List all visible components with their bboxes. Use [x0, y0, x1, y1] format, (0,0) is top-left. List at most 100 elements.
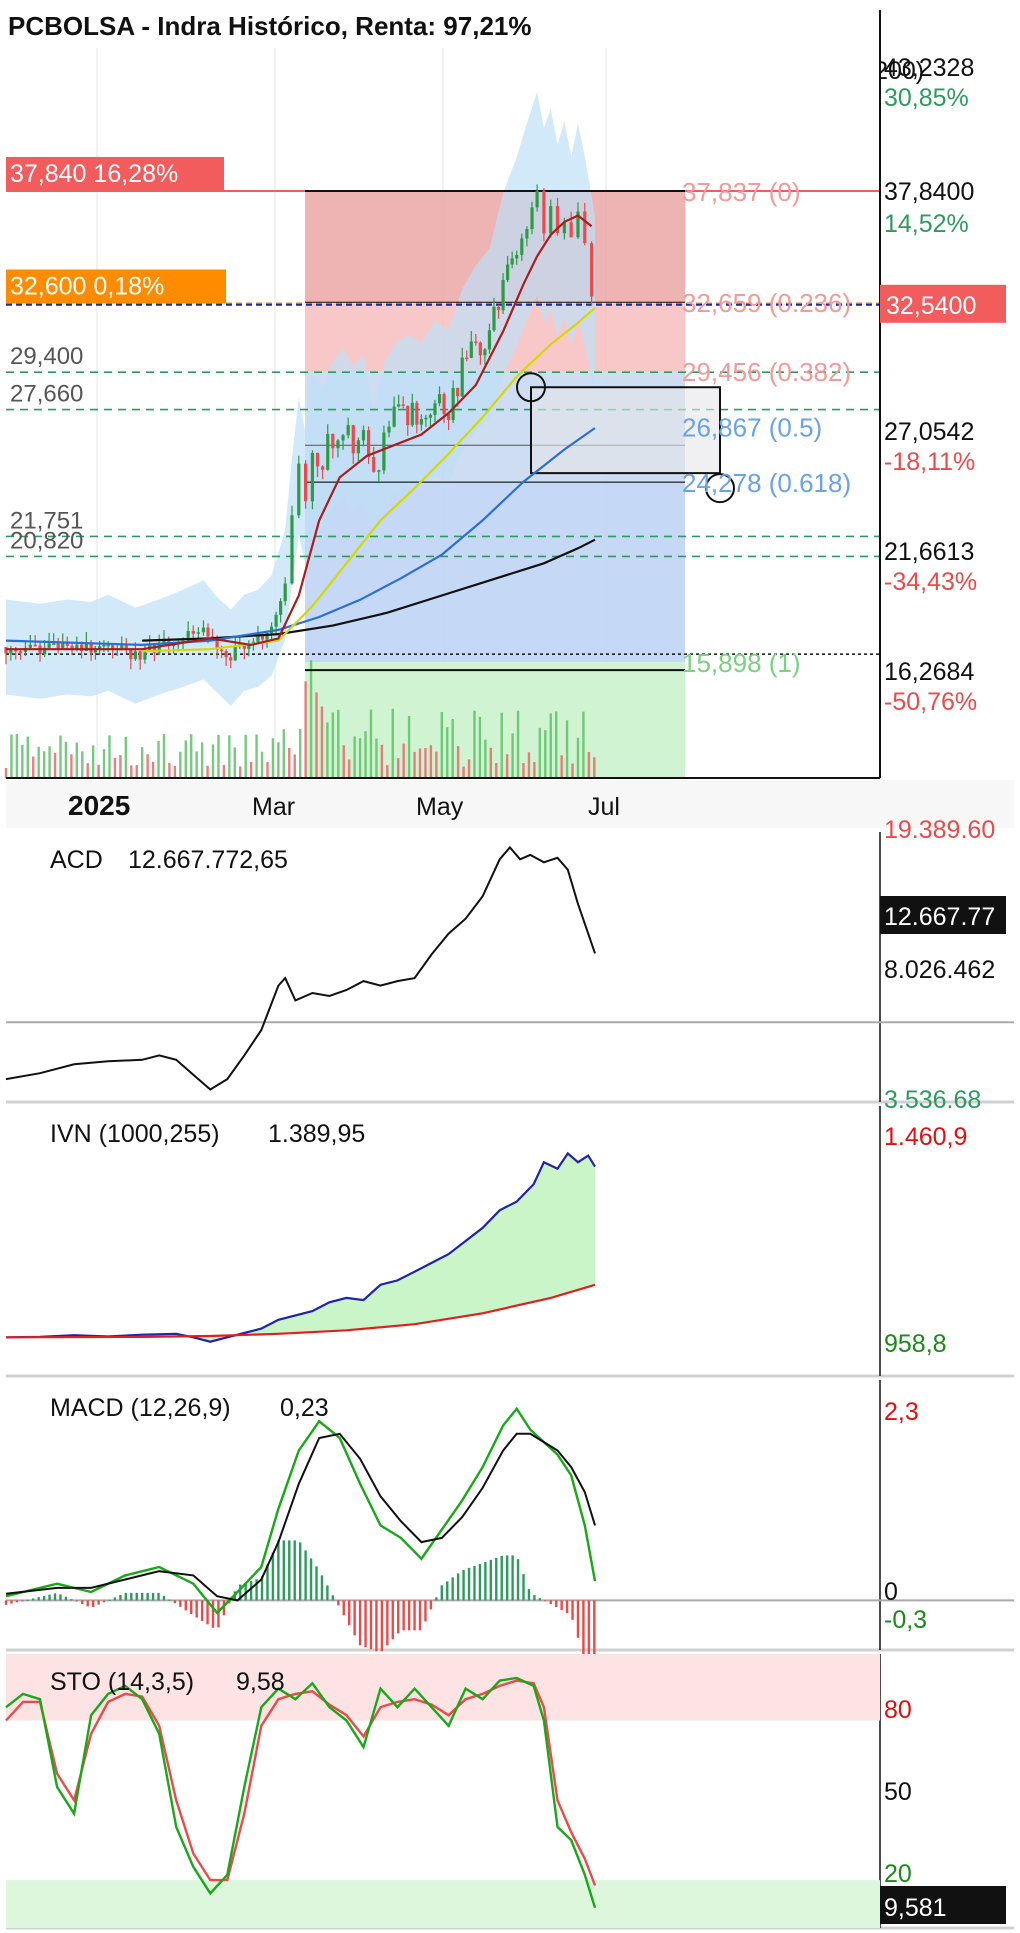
candle-body	[341, 435, 345, 441]
volume-bar	[489, 747, 493, 778]
sto-value: 9,58	[236, 1668, 285, 1696]
candle-body	[576, 211, 580, 238]
macd-hist-bar	[239, 1584, 242, 1601]
candle-body	[75, 644, 79, 649]
volume-bar	[211, 744, 215, 778]
candle-body	[260, 634, 265, 640]
volume-bar	[70, 754, 73, 778]
macd-hist-bar	[53, 1593, 57, 1601]
macd-hist-bar	[200, 1600, 204, 1621]
volume-bar	[440, 711, 443, 778]
candle-body	[56, 643, 60, 649]
candle-body	[98, 646, 102, 650]
chart-title: PCBOLSA - Indra Histórico, Renta: 97,21%	[8, 11, 531, 41]
volume-bar	[331, 712, 335, 778]
volume-bar	[4, 768, 8, 778]
volume-bar	[200, 742, 204, 778]
macd-hist-bar	[64, 1596, 68, 1601]
macd-hist-bar	[135, 1592, 138, 1601]
candle-body	[366, 430, 371, 458]
candle-body	[321, 466, 325, 470]
price-panel: 37,840 16,28% 32,600 0,18% 29,400 27,660 21,…	[4, 10, 1006, 779]
macd-hist-bar	[549, 1600, 552, 1605]
volume-bar	[516, 710, 520, 778]
macd-title: MACD (12,26,9)	[50, 1394, 231, 1422]
sto-title: STO (14,3,5)	[50, 1668, 194, 1696]
volume-bar	[239, 766, 242, 778]
volume-bar	[48, 746, 51, 778]
macd-hist-bar	[560, 1600, 563, 1611]
candle-body	[310, 452, 315, 502]
candle-body	[433, 403, 437, 415]
volume-bar	[10, 734, 13, 778]
candle-body	[42, 647, 47, 655]
volume-bar	[369, 709, 373, 778]
macd-hist-bar	[456, 1573, 460, 1601]
volume-bar	[593, 757, 596, 778]
candle-body	[460, 357, 464, 397]
volume-bar	[478, 716, 482, 778]
macd-hist-bar	[26, 1599, 29, 1601]
volume-bar	[42, 751, 46, 778]
volume-bar	[560, 755, 563, 778]
acd-line	[5, 845, 596, 1091]
macd-axis-label-0: 2,3	[884, 1398, 919, 1426]
volume-bar	[446, 727, 449, 778]
candle-body	[315, 452, 320, 467]
macd-hist-bar	[146, 1592, 149, 1601]
volume-bar	[342, 745, 345, 778]
macd-hist-bar	[380, 1600, 384, 1652]
level-label-0: 29,400	[10, 343, 83, 370]
macd-hist-bar	[113, 1597, 117, 1601]
volume-bar	[380, 744, 384, 778]
volume-bar	[168, 763, 171, 778]
volume-bar	[108, 735, 111, 778]
macd-hist-bar	[217, 1600, 220, 1628]
ivn-title: IVN (1000,255)	[50, 1120, 220, 1148]
acd-axis-label-2: 8.026.462	[884, 956, 995, 984]
volume-bar	[462, 766, 465, 778]
sma20-line	[6, 214, 593, 651]
candle-body	[162, 639, 166, 644]
ivn-line	[5, 1151, 596, 1343]
macd-hist-bar	[309, 1558, 313, 1601]
macd-hist-bar	[484, 1561, 487, 1601]
volume-bar	[119, 755, 122, 778]
axis-pct-4: -34,43%	[884, 568, 977, 596]
macd-hist-bar	[418, 1600, 422, 1631]
volume-bar	[298, 728, 302, 778]
macd-hist-bar	[222, 1600, 226, 1616]
volume-bar	[130, 765, 133, 778]
candle-body	[569, 222, 573, 238]
volume-bar	[397, 758, 400, 778]
candle-body	[351, 425, 355, 454]
current-price-box	[880, 284, 1006, 323]
candle-body	[447, 413, 451, 420]
candle-body	[542, 190, 546, 234]
sto-panel: STO (14,3,5) 9,58 80 50 20 9,581	[5, 1654, 1014, 1930]
volume-bar	[195, 751, 198, 778]
macd-hist-bar	[97, 1600, 100, 1605]
macd-hist-bar	[386, 1600, 389, 1646]
candle-body	[372, 457, 376, 472]
level-label-2: 21,751	[10, 507, 83, 534]
macd-hist-bar	[168, 1599, 171, 1601]
candle-body	[274, 614, 278, 627]
candle-body	[201, 627, 206, 633]
macd-panel: MACD (12,26,9) 0,23 2,3 0-0,3	[4, 1380, 1014, 1699]
candle-body	[377, 470, 381, 472]
volume-bar	[424, 748, 427, 778]
projection-handle-bottom	[705, 473, 735, 504]
candle-body	[415, 402, 419, 425]
macd-hist-bar	[500, 1555, 503, 1601]
macd-signal-line	[5, 1432, 596, 1602]
left-tag-bg-0	[6, 156, 224, 191]
axis-price-5: 16,2684	[884, 658, 974, 686]
volume-bar	[549, 713, 552, 778]
macd-hist-bar	[364, 1600, 367, 1648]
candle-body	[382, 432, 386, 471]
macd-axis-label-1: 0	[884, 1578, 898, 1606]
macd-hist-bar	[151, 1592, 155, 1601]
macd-hist-bar	[271, 1552, 275, 1601]
macd-hist-bar	[489, 1559, 493, 1601]
